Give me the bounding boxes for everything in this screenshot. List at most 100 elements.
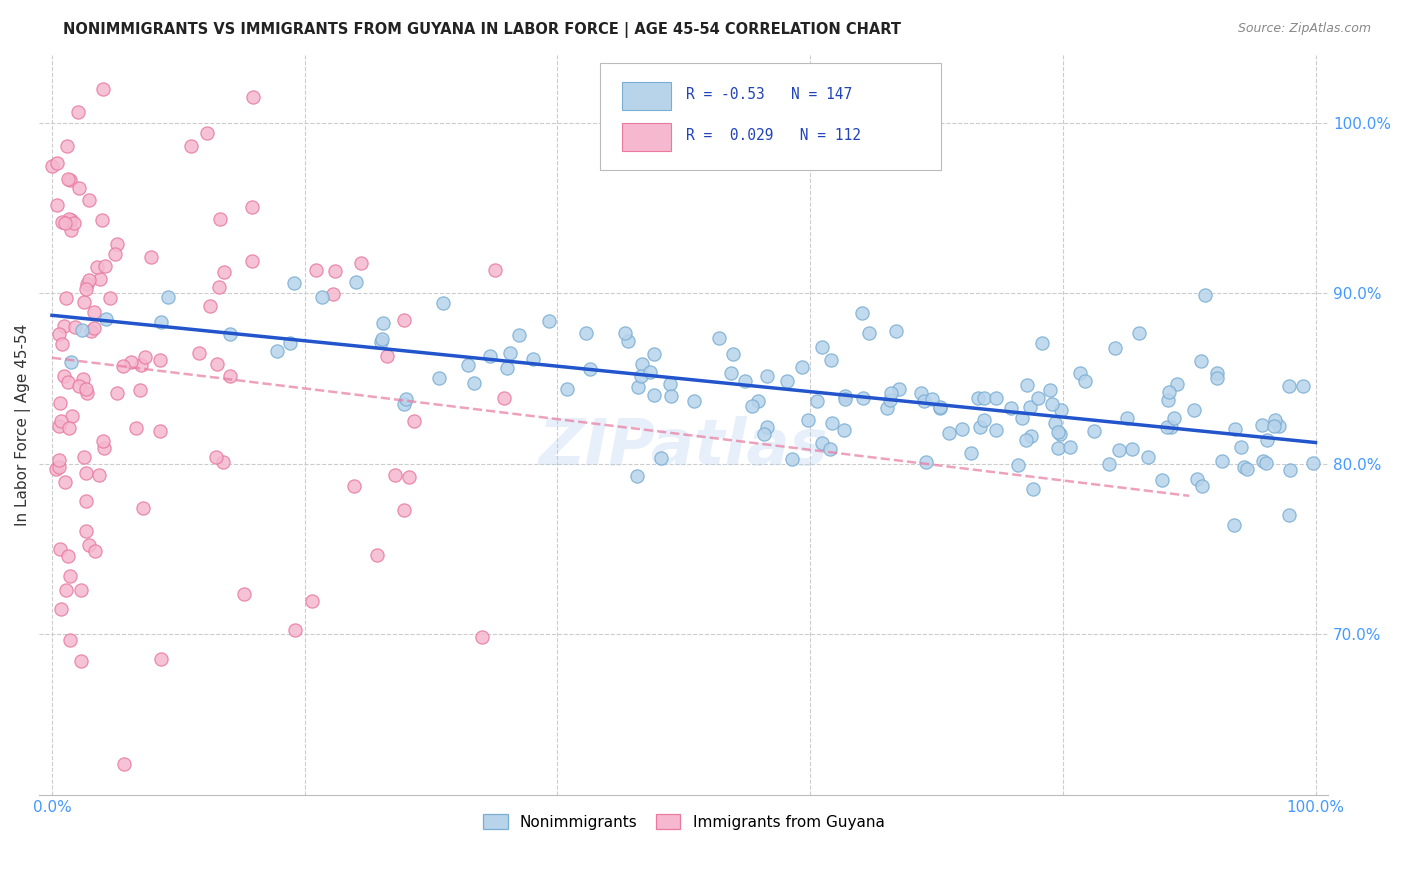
- Point: [630, 369, 652, 384]
- Point: [156, 290, 179, 304]
- Point: [1007, 458, 1029, 472]
- Point: [149, 424, 172, 438]
- Point: [1278, 379, 1301, 393]
- Point: [49, 541, 72, 556]
- Point: [59, 222, 82, 236]
- Point: [392, 312, 415, 326]
- Point: [80, 324, 103, 338]
- Point: [1039, 384, 1062, 398]
- Point: [395, 392, 418, 407]
- Point: [392, 397, 415, 411]
- Point: [49, 414, 72, 428]
- Point: [617, 334, 640, 348]
- Point: [58, 173, 80, 187]
- Point: [479, 349, 502, 363]
- Point: [75, 382, 97, 396]
- Point: [58, 421, 80, 435]
- Point: [149, 652, 172, 666]
- Point: [484, 263, 506, 277]
- Point: [938, 425, 960, 440]
- Point: [747, 393, 769, 408]
- Point: [1157, 384, 1180, 399]
- Point: [1026, 391, 1049, 405]
- Point: [627, 380, 650, 394]
- Point: [371, 316, 394, 330]
- Point: [1268, 418, 1291, 433]
- Point: [734, 374, 756, 388]
- Point: [70, 323, 93, 337]
- Point: [188, 346, 211, 360]
- Point: [73, 450, 96, 465]
- Point: [1251, 454, 1274, 468]
- Point: [884, 324, 907, 338]
- Point: [77, 193, 100, 207]
- Point: [1115, 411, 1137, 425]
- Point: [51, 215, 73, 229]
- Point: [60, 213, 83, 227]
- Point: [75, 282, 97, 296]
- Point: [820, 353, 842, 368]
- Point: [427, 371, 450, 385]
- Point: [56, 172, 79, 186]
- Point: [522, 352, 544, 367]
- Point: [1046, 442, 1069, 456]
- Point: [959, 446, 981, 460]
- Point: [1279, 463, 1302, 477]
- Point: [508, 328, 530, 343]
- Point: [1128, 326, 1150, 340]
- Point: [195, 126, 218, 140]
- Point: [301, 594, 323, 608]
- Point: [60, 409, 83, 424]
- Point: [283, 276, 305, 290]
- Point: [58, 211, 80, 226]
- Point: [266, 343, 288, 358]
- Point: [1263, 418, 1285, 433]
- Point: [858, 326, 880, 341]
- Point: [626, 469, 648, 483]
- Point: [53, 475, 76, 490]
- Point: [76, 385, 98, 400]
- Point: [575, 326, 598, 341]
- Point: [1121, 442, 1143, 457]
- Point: [149, 353, 172, 368]
- Point: [131, 358, 153, 372]
- Point: [120, 354, 142, 368]
- Point: [49, 601, 72, 615]
- Point: [1157, 392, 1180, 407]
- Point: [242, 90, 264, 104]
- Point: [1278, 508, 1301, 522]
- Point: [384, 468, 406, 483]
- Point: [77, 538, 100, 552]
- Point: [180, 139, 202, 153]
- Point: [1194, 288, 1216, 302]
- Point: [284, 623, 307, 637]
- Point: [66, 104, 89, 119]
- Point: [375, 349, 398, 363]
- Point: [311, 290, 333, 304]
- Point: [973, 413, 995, 427]
- Bar: [621, 122, 671, 151]
- Point: [650, 450, 672, 465]
- Point: [55, 291, 77, 305]
- Point: [912, 393, 935, 408]
- Point: [48, 460, 70, 475]
- Point: [1156, 420, 1178, 434]
- Point: [371, 332, 394, 346]
- Point: [98, 291, 121, 305]
- Point: [240, 253, 263, 268]
- Point: [1254, 456, 1277, 470]
- Point: [852, 391, 875, 405]
- Text: R = -0.53   N = 147: R = -0.53 N = 147: [686, 87, 852, 102]
- Point: [756, 419, 779, 434]
- Point: [46, 155, 69, 169]
- Point: [1205, 371, 1227, 385]
- Point: [86, 260, 108, 275]
- Point: [89, 272, 111, 286]
- Point: [105, 386, 128, 401]
- Point: [463, 376, 485, 390]
- Point: [75, 494, 97, 508]
- Point: [1011, 410, 1033, 425]
- Point: [1205, 366, 1227, 380]
- Point: [67, 378, 90, 392]
- Point: [45, 462, 67, 476]
